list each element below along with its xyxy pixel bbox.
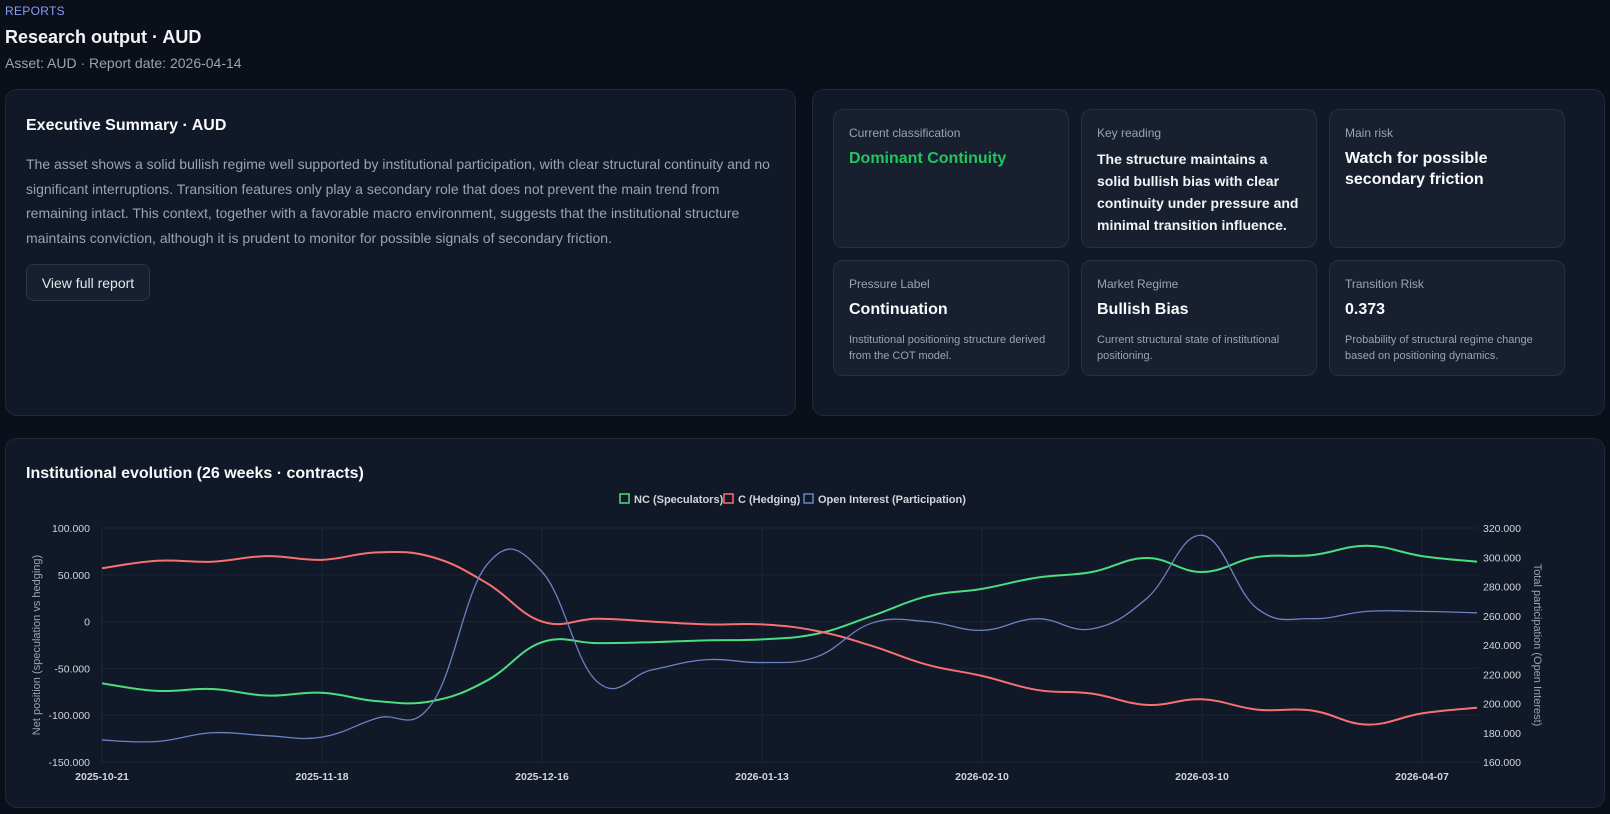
summary-text: The asset shows a solid bullish regime w… [26, 156, 770, 246]
transition-risk-label: Transition Risk [1345, 277, 1424, 291]
regime-value: Bullish Bias [1097, 301, 1189, 318]
y-tick-label: -150.000 [49, 757, 91, 769]
metrics-panel: Current classification Dominant Continui… [812, 89, 1605, 416]
regime-label: Market Regime [1097, 277, 1179, 291]
legend-nc[interactable]: NC (Speculators) [619, 493, 724, 506]
y-tick-label: -100.000 [49, 710, 91, 722]
key-reading-label: Key reading [1097, 126, 1162, 140]
legend-oi[interactable]: Open Interest (Participation) [803, 493, 966, 506]
transition-risk-value: 0.373 [1345, 301, 1386, 318]
x-tick-label: 2026-01-13 [735, 771, 789, 783]
key-reading-card: Key reading The structure maintains a so… [1081, 109, 1317, 248]
y2-tick-label: 260.000 [1483, 611, 1521, 623]
nc-series-line [101, 544, 1478, 705]
y2-tick-label: 180.000 [1483, 728, 1521, 740]
pressure-desc: Institutional positioning structure deri… [849, 334, 1046, 362]
regime-card: Market Regime Bullish Bias Current struc… [1081, 260, 1317, 376]
y2-axis-label: Total participation (Open Interest) [1531, 564, 1543, 727]
main-risk-card: Main risk Watch for possible secondary f… [1329, 109, 1565, 248]
executive-summary-panel: Executive Summary · AUD The asset shows … [5, 89, 796, 416]
y2-tick-label: 320.000 [1483, 523, 1521, 535]
y-tick-label: -50.000 [54, 663, 90, 675]
view-full-report-button[interactable]: View full report [26, 264, 150, 301]
c-series-line [101, 550, 1478, 726]
legend-swatch [723, 493, 734, 504]
x-tick-label: 2026-03-10 [1175, 771, 1229, 783]
legend-c[interactable]: C (Hedging) [723, 493, 801, 506]
y-tick-label: 50.000 [58, 570, 90, 582]
y2-tick-label: 220.000 [1483, 669, 1521, 681]
x-tick-label: 2026-04-07 [1395, 771, 1449, 783]
summary-title: Executive Summary · AUD [26, 117, 227, 134]
breadcrumb[interactable]: REPORTS [5, 4, 65, 18]
y2-tick-label: 240.000 [1483, 640, 1521, 652]
regime-desc: Current structural state of institutiona… [1097, 334, 1280, 362]
pressure-value: Continuation [849, 301, 948, 318]
y2-tick-label: 300.000 [1483, 552, 1521, 564]
main-risk-value: Watch for possible secondary friction [1345, 150, 1488, 188]
classification-label: Current classification [849, 126, 961, 140]
x-tick-label: 2025-10-21 [75, 771, 129, 783]
legend-swatch [803, 493, 814, 504]
pressure-card: Pressure Label Continuation Institutiona… [833, 260, 1069, 376]
transition-risk-card: Transition Risk 0.373 Probability of str… [1329, 260, 1565, 376]
transition-risk-desc: Probability of structural regime change … [1345, 334, 1533, 362]
x-tick-label: 2025-12-16 [515, 771, 569, 783]
x-tick-label: 2026-02-10 [955, 771, 1009, 783]
chart-title: Institutional evolution (26 weeks · cont… [26, 465, 364, 482]
y2-tick-label: 280.000 [1483, 582, 1521, 594]
chart-panel: Institutional evolution (26 weeks · cont… [5, 438, 1605, 808]
page-title: Research output · AUD [5, 27, 202, 47]
classification-card: Current classification Dominant Continui… [833, 109, 1069, 248]
legend-label: C (Hedging) [738, 494, 801, 506]
pressure-label: Pressure Label [849, 277, 930, 291]
y-tick-label: 100.000 [52, 523, 90, 535]
page-subtitle: Asset: AUD · Report date: 2026-04-14 [5, 55, 242, 71]
y-axis-label: Net position (speculation vs hedging) [31, 555, 43, 735]
oi-series-line [101, 534, 1478, 743]
key-reading-value: The structure maintains a solid bullish … [1097, 151, 1299, 233]
y2-tick-label: 200.000 [1483, 699, 1521, 711]
classification-value: Dominant Continuity [849, 150, 1007, 167]
legend-label: Open Interest (Participation) [818, 494, 966, 506]
legend-label: NC (Speculators) [634, 494, 724, 506]
main-risk-label: Main risk [1345, 126, 1394, 140]
y2-tick-label: 160.000 [1483, 757, 1521, 769]
legend-swatch [619, 493, 630, 504]
x-tick-label: 2025-11-18 [295, 771, 348, 783]
institutional-evolution-chart[interactable]: 100.000 50.000 0 -50.000 -100.000 -150.000 320… [6, 439, 1606, 809]
y-tick-label: 0 [84, 617, 90, 629]
